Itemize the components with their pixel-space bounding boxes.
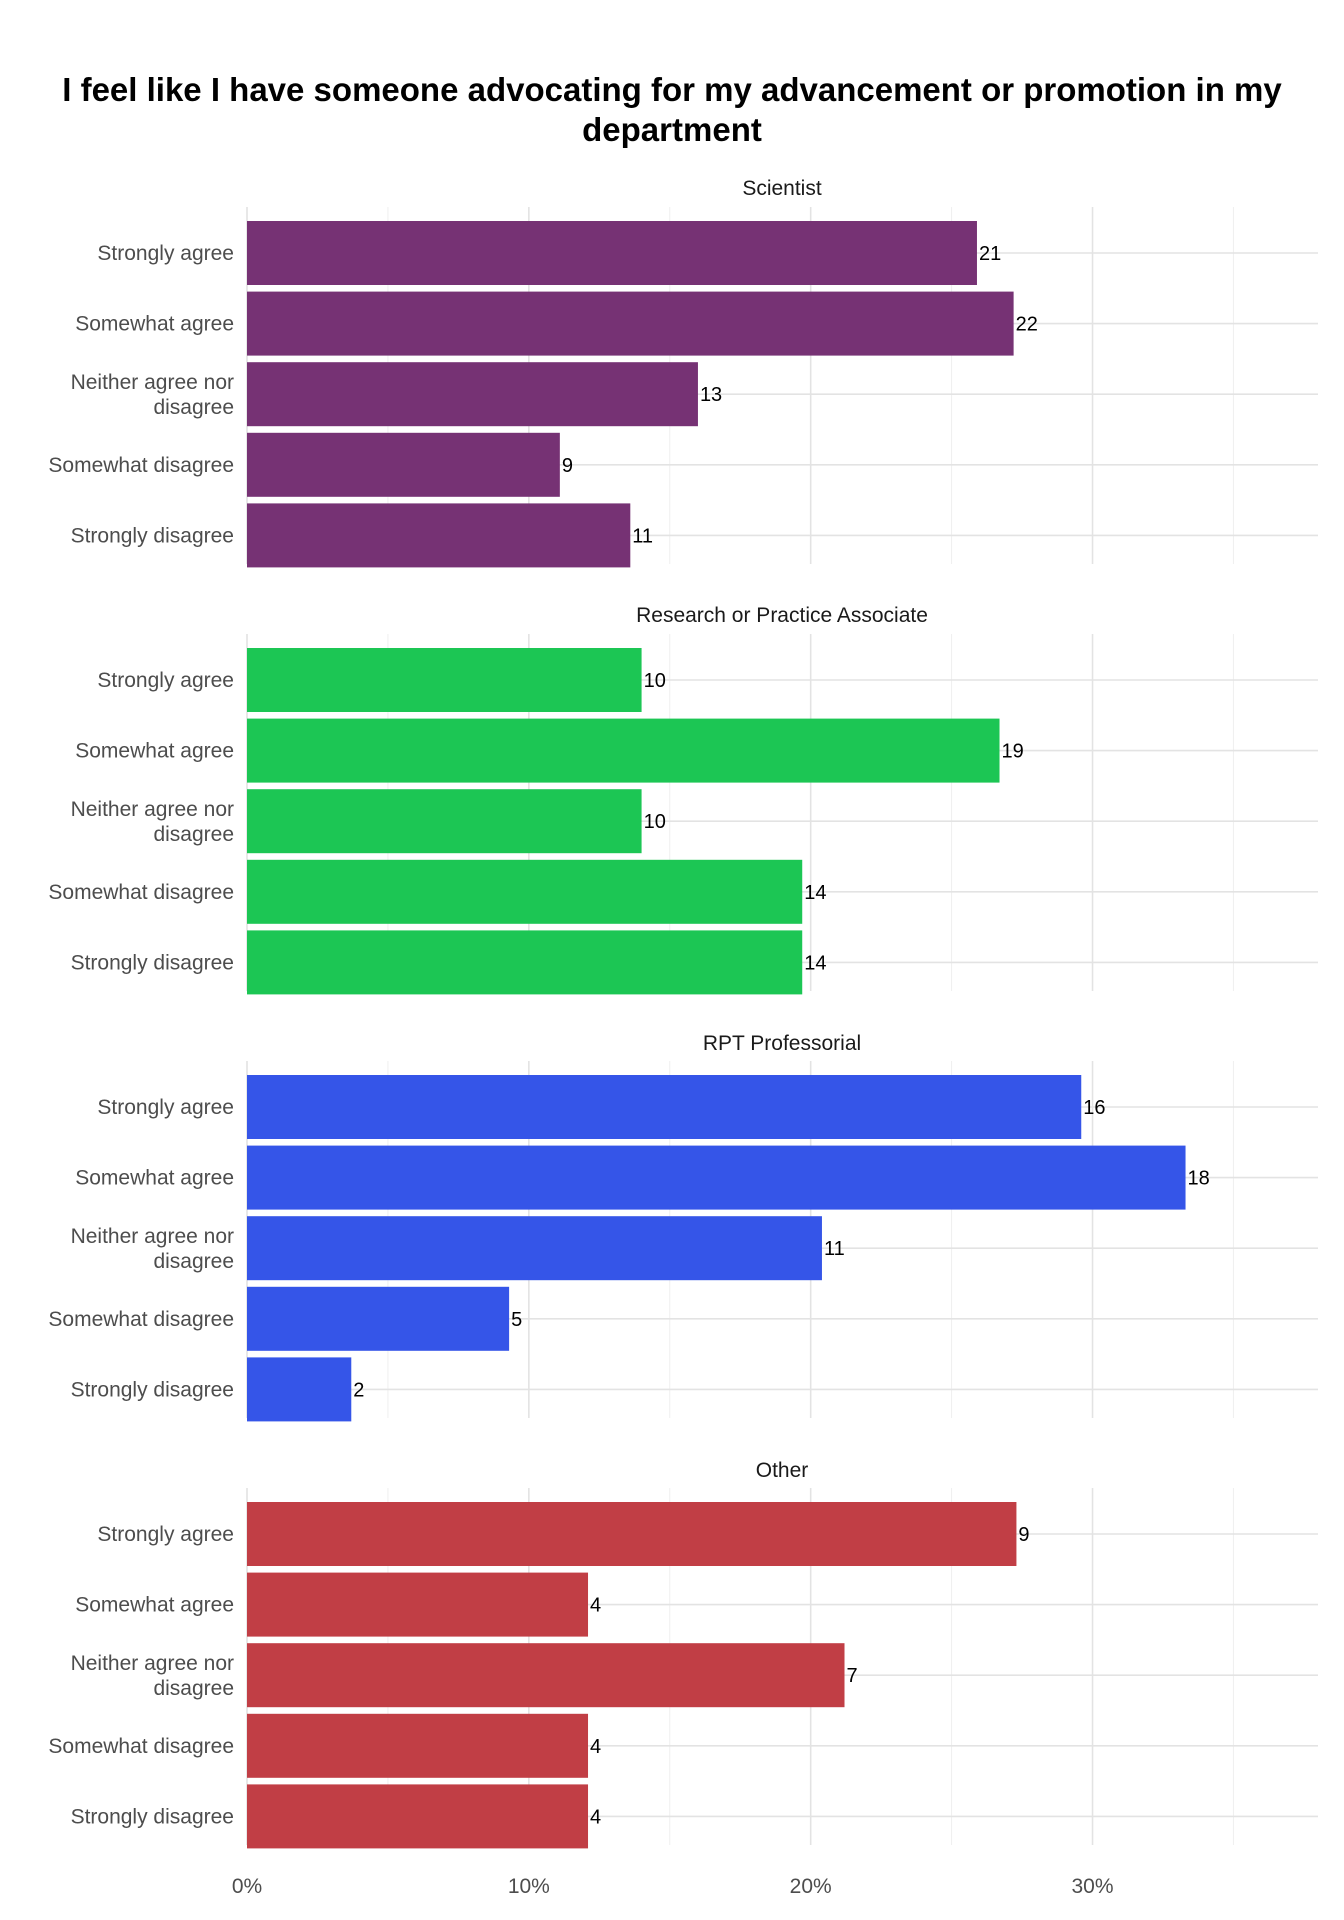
bar [247, 362, 698, 427]
bar-value-label: 14 [804, 882, 826, 904]
bar-value-label: 4 [590, 1736, 601, 1758]
category-label: Strongly disagree [71, 951, 234, 974]
category-label: Somewhat disagree [48, 454, 234, 477]
bar-value-label: 10 [644, 811, 666, 833]
bar-value-label: 19 [1002, 741, 1024, 763]
category-label: Strongly disagree [71, 1378, 234, 1401]
panel-strip-label: Research or Practice Associate [636, 604, 928, 627]
category-label: Neither agree nor disagree [71, 1225, 234, 1273]
panel-3: Other 9 Strongly agree 4 Somewhat agree 7 Neit… [48, 1459, 1318, 1849]
category-label: Neither agree nor disagree [71, 798, 234, 846]
bar-value-label: 22 [1016, 314, 1038, 336]
bar-value-label: 16 [1083, 1097, 1105, 1119]
panel-strip-label: RPT Professorial [703, 1032, 861, 1055]
bar-value-label: 11 [824, 1238, 845, 1260]
category-label: Strongly agree [97, 669, 234, 692]
bar [247, 718, 1000, 783]
bar-value-label: 4 [590, 1595, 601, 1617]
bar [247, 432, 560, 497]
bar [247, 1075, 1082, 1139]
category-label: Somewhat disagree [48, 1308, 234, 1331]
panel-strip-label: Other [756, 1459, 809, 1482]
x-tick-label: 30% [1072, 1875, 1114, 1898]
category-label: Strongly agree [97, 242, 234, 265]
chart-title: I feel like I have someone advocating fo… [62, 71, 1282, 148]
category-label: Somewhat disagree [48, 881, 234, 904]
category-label: Somewhat agree [75, 740, 234, 763]
bar [247, 1145, 1186, 1210]
x-tick-label: 10% [508, 1875, 550, 1898]
bar-value-label: 14 [804, 952, 826, 974]
bar [247, 648, 642, 712]
x-tick-label: 20% [790, 1875, 832, 1898]
bar [247, 859, 803, 924]
bar [247, 503, 631, 568]
category-label: Neither agree nor disagree [71, 371, 234, 419]
bar-value-label: 13 [700, 384, 722, 406]
category-label: Strongly agree [97, 1523, 234, 1546]
bar-value-label: 2 [353, 1379, 364, 1401]
bar-value-label: 7 [847, 1665, 858, 1687]
bar-value-label: 10 [644, 670, 666, 692]
bar-value-label: 11 [632, 525, 653, 547]
bar-value-label: 4 [590, 1806, 601, 1828]
bar [247, 291, 1014, 356]
panel-0: Scientist 21 Strongly agree 22 Somewhat agre… [48, 177, 1318, 568]
category-label: Strongly disagree [71, 1805, 234, 1828]
bar [247, 1357, 352, 1422]
bar-value-label: 18 [1188, 1168, 1210, 1190]
category-label: Somewhat agree [75, 313, 234, 336]
panel-strip-label: Scientist [742, 177, 822, 200]
bar-value-label: 9 [1018, 1524, 1029, 1546]
bar [247, 1572, 589, 1637]
x-tick-label: 0% [232, 1875, 262, 1898]
category-label: Strongly disagree [71, 524, 234, 547]
panel-2: RPT Professorial 16 Strongly agree 18 Somewh… [48, 1032, 1318, 1422]
category-label: Strongly agree [97, 1096, 234, 1119]
category-label: Neither agree nor disagree [71, 1652, 234, 1700]
bar-value-label: 9 [562, 455, 573, 477]
category-label: Somewhat agree [75, 1594, 234, 1617]
panel-1: Research or Practice Associate 10 Strongly… [48, 604, 1318, 995]
bar [247, 1286, 510, 1351]
bar [247, 930, 803, 995]
bar [247, 1713, 589, 1778]
bar-value-label: 5 [511, 1309, 522, 1331]
bar [247, 1216, 822, 1281]
bar [247, 1643, 845, 1708]
bar [247, 221, 977, 285]
bar [247, 1502, 1017, 1566]
category-label: Somewhat agree [75, 1167, 234, 1190]
bar [247, 789, 642, 854]
bar-value-label: 21 [979, 243, 1001, 265]
bar [247, 1784, 589, 1849]
category-label: Somewhat disagree [48, 1735, 234, 1758]
